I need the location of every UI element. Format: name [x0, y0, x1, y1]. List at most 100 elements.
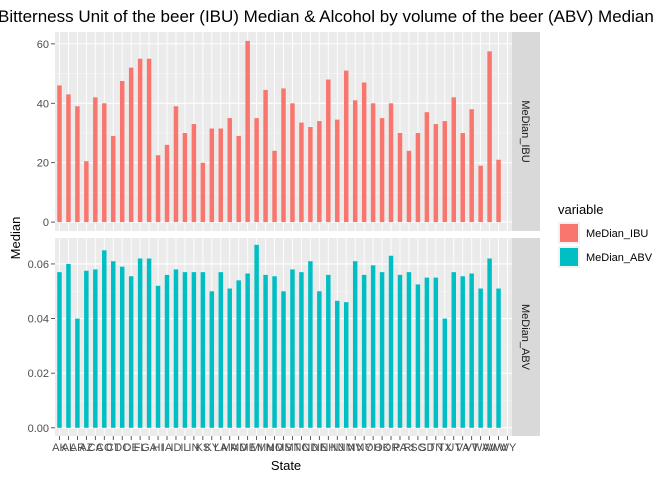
x-tick-label: WI: [483, 442, 496, 454]
bar-median-ibu-ak: [57, 85, 62, 223]
x-tick-label: TN: [428, 442, 443, 454]
legend-title: variable: [558, 202, 604, 217]
bar-median-ibu-oh: [370, 103, 376, 223]
bar-median-ibu-wv: [496, 159, 501, 223]
bar-median-abv-pa: [397, 274, 403, 428]
bar-median-ibu-tx: [442, 121, 448, 223]
x-tick-label: ID: [170, 442, 181, 454]
bar-median-ibu-ny: [361, 82, 367, 223]
bar-median-ibu-pa: [397, 132, 403, 223]
y-tick-label: 0.00: [28, 423, 49, 435]
bar-median-abv-ak: [57, 272, 62, 428]
x-tick-label: OK: [374, 442, 391, 454]
y-tick-label: 0.04: [28, 314, 49, 326]
x-tick-label: AR: [70, 442, 85, 454]
bar-median-abv-nj: [335, 300, 340, 428]
bar-median-abv-il: [182, 272, 188, 428]
bar-median-ibu-nj: [335, 119, 340, 223]
bar-median-ibu-sd: [424, 112, 430, 223]
x-tick-label: IN: [188, 442, 199, 454]
bar-median-abv-ny: [361, 274, 367, 428]
x-tick-label: IA: [162, 442, 173, 454]
bar-median-ibu-dc: [119, 81, 125, 223]
y-tick-label: 40: [37, 98, 49, 110]
x-tick-label: AZ: [79, 442, 93, 454]
bar-median-ibu-mt: [290, 103, 295, 223]
bar-median-ibu-fl: [137, 58, 143, 223]
x-tick-label: NJ: [331, 442, 344, 454]
bar-median-ibu-ms: [281, 88, 286, 223]
facet-strip-label: MeDian_ABV: [519, 304, 531, 371]
x-tick-label: WA: [472, 442, 490, 454]
x-tick-label: SC: [410, 442, 425, 454]
x-tick-label: SD: [419, 442, 434, 454]
x-tick-label: GA: [141, 442, 158, 454]
bar-median-abv-in: [191, 272, 197, 428]
x-tick-label: HI: [153, 442, 164, 454]
panel-median-abv: 0.00 0.02 0.04 0.06 MeDian_ABV: [28, 238, 540, 436]
x-tick-label: CT: [106, 442, 121, 454]
bar-median-abv-md: [236, 280, 241, 428]
bar-median-abv-ks: [200, 272, 206, 428]
x-tick-label: MO: [266, 442, 284, 454]
bar-median-abv-nm: [343, 302, 349, 428]
x-tick-label: CA: [88, 442, 104, 454]
bar-median-ibu-ok: [379, 118, 385, 223]
bar-median-ibu-ky: [209, 128, 215, 223]
bar-median-abv-vt: [469, 273, 474, 428]
x-tick-label: NH: [320, 442, 336, 454]
bar-median-ibu-ga: [146, 58, 152, 223]
x-tick-label: AK: [52, 442, 67, 454]
bar-median-abv-ma: [227, 288, 232, 428]
bar-median-abv-mn: [263, 274, 268, 428]
bar-median-abv-mt: [290, 269, 295, 428]
x-tick-label: MD: [230, 442, 247, 454]
x-tick-label: OH: [365, 442, 382, 454]
x-tick-label: CO: [96, 442, 113, 454]
bar-median-abv-wa: [478, 288, 483, 428]
bar-median-abv-ri: [406, 272, 412, 428]
bar-median-ibu-wi: [487, 51, 492, 223]
x-tick-label: KY: [204, 442, 219, 454]
bar-median-ibu-nc: [299, 122, 304, 223]
bar-median-ibu-il: [182, 132, 188, 223]
bar-median-ibu-ar: [75, 106, 80, 223]
legend-label: MeDian_ABV: [586, 252, 653, 264]
bar-median-ibu-ca: [93, 97, 98, 223]
legend-swatch-median-ibu: [560, 224, 578, 242]
bar-median-ibu-ks: [200, 162, 206, 223]
bar-median-abv-nd: [308, 261, 313, 428]
bar-median-ibu-mn: [263, 89, 268, 223]
bar-median-abv-mi: [254, 244, 259, 428]
x-tick-label: ND: [302, 442, 318, 454]
x-tick-label: MT: [285, 442, 301, 454]
x-axis-title: State: [271, 458, 301, 473]
chart-title: Regional Bitterness Unit of the beer (IB…: [0, 7, 654, 26]
bar-median-abv-mo: [272, 276, 277, 428]
bar-median-ibu-nm: [343, 70, 349, 223]
x-tick-label: VA: [456, 442, 471, 454]
x-tick-label: NC: [293, 442, 309, 454]
panel-median-ibu: 0 20 40 60 MeDian_IBU: [37, 32, 540, 231]
legend-swatch-median-abv: [560, 248, 578, 266]
bar-median-abv-or: [388, 255, 394, 428]
bar-median-abv-ms: [281, 291, 286, 428]
x-tick-label: LA: [214, 442, 228, 454]
bar-median-abv-me: [245, 273, 250, 428]
x-tick-label: WY: [499, 442, 517, 454]
facet-strip: [512, 238, 540, 436]
x-tick-label: AL: [62, 442, 75, 454]
facet-strip-label: MeDian_IBU: [519, 100, 531, 162]
x-tick-label: DE: [124, 442, 139, 454]
bar-median-abv-la: [218, 272, 224, 428]
bar-median-abv-id: [173, 269, 179, 428]
bar-median-ibu-co: [102, 103, 107, 223]
bar-median-ibu-me: [245, 40, 250, 223]
bar-median-abv-dc: [119, 266, 125, 428]
bar-median-abv-nc: [299, 272, 304, 428]
bar-median-abv-nh: [326, 274, 331, 428]
bar-median-abv-az: [84, 270, 89, 428]
bar-median-abv-ut: [451, 272, 456, 428]
